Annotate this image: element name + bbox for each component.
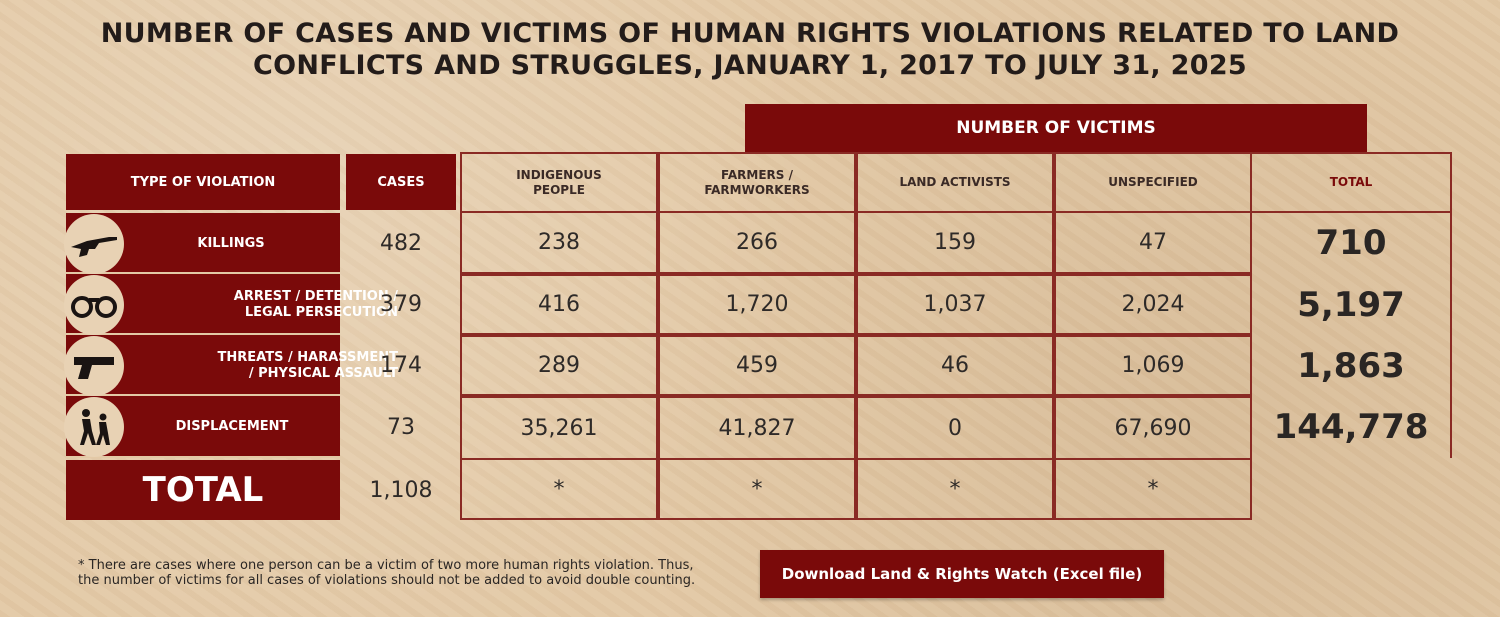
row-killings-activists: 159 — [856, 211, 1054, 274]
row-arrest-type: ARREST / DETENTION / LEGAL PERSECUTION — [64, 274, 398, 335]
row-displacement-activists: 0 — [856, 396, 1054, 460]
header-farmers-line2: FARMWORKERS — [704, 182, 810, 197]
row-displacement-type: DISPLACEMENT — [64, 396, 340, 458]
row-arrest-label: ARREST / DETENTION / LEGAL PERSECUTION — [146, 274, 398, 335]
total-row-activists: * — [856, 458, 1054, 520]
row-arrest-farmers: 1,720 — [658, 274, 856, 335]
header-land-activists: LAND ACTIVISTS — [856, 152, 1054, 213]
footnote: * There are cases where one person can b… — [78, 558, 696, 588]
header-indigenous-people: INDIGENOUS PEOPLE — [460, 152, 658, 213]
total-row-cases: 1,108 — [369, 477, 433, 503]
row-killings-unspecified: 47 — [1054, 211, 1252, 274]
row-threats-indigenous: 289 — [460, 335, 658, 396]
handcuffs-icon — [64, 275, 124, 335]
row-killings-type: KILLINGS — [64, 213, 340, 274]
row-killings-indigenous: 238 — [460, 211, 658, 274]
row-arrest-indigenous: 416 — [460, 274, 658, 335]
title-line-1: NUMBER OF CASES AND VICTIMS OF HUMAN RIG… — [100, 18, 1400, 49]
row-displacement-cases: 73 — [387, 414, 415, 440]
row-arrest-unspecified: 2,024 — [1054, 274, 1252, 335]
fleeing-people-icon — [64, 397, 124, 457]
header-farmers: FARMERS / FARMWORKERS — [658, 152, 856, 213]
row-threats-total: 1,863 — [1252, 335, 1452, 396]
row-arrest-label-line1: ARREST / DETENTION / — [233, 288, 398, 304]
row-threats-label-line1: THREATS / HARASSMENT — [217, 349, 398, 365]
row-killings-farmers: 266 — [658, 211, 856, 274]
row-displacement-label: DISPLACEMENT — [175, 419, 289, 434]
row-threats-label: THREATS / HARASSMENT / PHYSICAL ASSAULT — [122, 335, 398, 396]
row-displacement-farmers: 41,827 — [658, 396, 856, 460]
pistol-icon — [64, 336, 124, 396]
download-button[interactable]: Download Land & Rights Watch (Excel file… — [760, 550, 1164, 598]
row-displacement-total: 144,778 — [1252, 396, 1452, 458]
row-arrest-total: 5,197 — [1252, 274, 1452, 335]
header-cases: CASES — [346, 154, 456, 210]
row-killings-total: 710 — [1252, 211, 1452, 274]
row-arrest-activists: 1,037 — [856, 274, 1054, 335]
row-killings-label: KILLINGS — [197, 235, 265, 251]
total-row-indigenous: * — [460, 458, 658, 520]
header-type-of-violation: TYPE OF VIOLATION — [66, 154, 340, 210]
row-killings-cases: 482 — [380, 231, 422, 256]
row-threats-activists: 46 — [856, 335, 1054, 396]
row-threats-type: THREATS / HARASSMENT / PHYSICAL ASSAULT — [64, 335, 398, 396]
header-farmers-line1: FARMERS / — [721, 167, 793, 182]
row-arrest-label-line2: LEGAL PERSECUTION — [244, 304, 398, 320]
header-indigenous-line1: INDIGENOUS — [516, 167, 602, 182]
title-line-2: CONFLICTS AND STRUGGLES, JANUARY 1, 2017… — [252, 50, 1248, 81]
header-indigenous-line2: PEOPLE — [533, 182, 585, 197]
row-threats-label-line2: / PHYSICAL ASSAULT — [248, 365, 398, 381]
header-unspecified: UNSPECIFIED — [1054, 152, 1252, 213]
total-row-label: TOTAL — [66, 460, 340, 520]
rifle-icon — [64, 214, 124, 274]
row-threats-unspecified: 1,069 — [1054, 335, 1252, 396]
total-row-unspecified: * — [1054, 458, 1252, 520]
victims-group-header: NUMBER OF VICTIMS — [745, 104, 1367, 152]
page-title: NUMBER OF CASES AND VICTIMS OF HUMAN RIG… — [0, 18, 1500, 82]
header-total: TOTAL — [1252, 152, 1452, 213]
row-threats-cases: 174 — [380, 353, 422, 378]
row-threats-farmers: 459 — [658, 335, 856, 396]
row-arrest-cases: 379 — [380, 292, 422, 317]
row-displacement-indigenous: 35,261 — [460, 396, 658, 460]
row-displacement-unspecified: 67,690 — [1054, 396, 1252, 460]
total-row-farmers: * — [658, 458, 856, 520]
